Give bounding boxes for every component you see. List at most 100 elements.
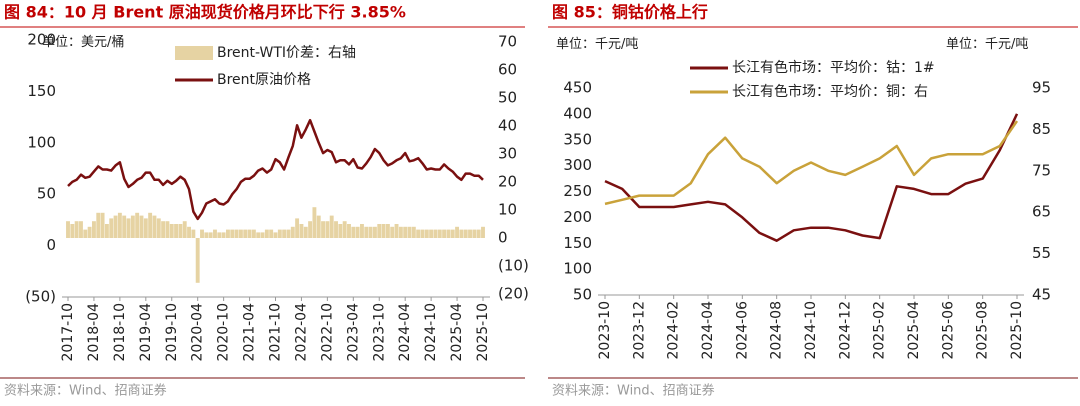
bar <box>230 229 235 238</box>
line <box>604 113 1019 242</box>
x-tick-label: 2025-02 <box>872 301 888 360</box>
x-tick-label: 2024-10 <box>803 301 819 360</box>
x-tick-label: 2022-04 <box>293 303 309 362</box>
bar <box>113 215 118 238</box>
bar <box>429 229 434 238</box>
x-tick-label: 2021-10 <box>268 303 284 362</box>
x-tick-label: 2023-12 <box>631 301 647 360</box>
bar <box>290 226 295 238</box>
x-tick-label: 2019-10 <box>164 303 180 362</box>
bar <box>191 229 196 238</box>
y2-tick-label: 55 <box>1032 244 1051 262</box>
bar <box>308 221 313 238</box>
y2-tick-label: 10 <box>498 201 517 219</box>
x-tick-label: 2025-06 <box>940 301 956 360</box>
bar <box>264 229 269 238</box>
bar <box>117 212 122 238</box>
bar <box>398 226 403 238</box>
y-tick-label: (50) <box>25 288 56 306</box>
bar <box>303 226 308 238</box>
bar <box>368 226 373 238</box>
bar <box>161 221 166 238</box>
y-tick-label: 350 <box>563 130 592 148</box>
bar <box>299 224 304 238</box>
bar <box>312 207 317 238</box>
y-tick-label: 450 <box>563 79 592 97</box>
bar <box>394 224 399 238</box>
bar <box>100 212 105 238</box>
y-tick-label: 200 <box>27 31 56 49</box>
bar <box>446 229 451 238</box>
bar <box>195 238 200 283</box>
y2-tick-label: 65 <box>1032 203 1051 221</box>
x-tick-label: 2024-02 <box>666 301 682 360</box>
bar <box>472 229 477 238</box>
y-tick-label: 300 <box>563 156 592 174</box>
source: 资料来源：Wind、招商证券 <box>4 383 167 399</box>
bar <box>66 221 70 238</box>
bar <box>381 224 386 238</box>
bar <box>360 224 364 238</box>
y2-tick-label: 40 <box>498 117 517 135</box>
x-tick-label: 2025-10 <box>475 303 491 362</box>
bar <box>187 226 191 238</box>
bar <box>342 221 347 238</box>
x-tick-label: 2023-10 <box>371 303 387 362</box>
x-tick-label: 2024-06 <box>734 301 750 360</box>
legend-label: Brent原油价格 <box>217 72 311 88</box>
x-tick-label: 2025-04 <box>449 303 465 362</box>
bar <box>407 226 412 238</box>
bar <box>338 224 343 238</box>
bar <box>104 224 109 238</box>
bar <box>459 229 464 238</box>
y-tick-label: 50 <box>37 185 56 203</box>
bar <box>204 232 209 238</box>
bar <box>372 226 377 238</box>
bar <box>152 215 157 238</box>
y-unit: 单位：美元/桶 <box>42 35 125 50</box>
bar <box>420 229 425 238</box>
y2-tick-label: 85 <box>1032 120 1051 138</box>
bar <box>433 229 438 238</box>
y-tick-label: 150 <box>27 82 56 100</box>
bar <box>442 229 447 238</box>
bar <box>122 215 127 238</box>
bar <box>243 229 248 238</box>
bar <box>455 226 460 238</box>
x-tick-label: 2024-12 <box>837 301 853 360</box>
y2-tick-label: 0 <box>498 229 508 247</box>
y-tick-label: 100 <box>563 260 592 278</box>
y2-tick-label: 50 <box>498 89 517 107</box>
bar <box>468 229 472 238</box>
bar <box>282 229 287 238</box>
y2-tick-label: 75 <box>1032 161 1051 179</box>
x-tick-label: 2019-04 <box>138 303 154 362</box>
bar <box>126 218 131 238</box>
legend-swatch <box>175 46 213 60</box>
y2-tick-label: 30 <box>498 145 517 163</box>
bar <box>377 224 382 238</box>
bar <box>178 224 183 238</box>
x-tick-label: 2018-04 <box>86 303 102 362</box>
bar <box>148 212 153 238</box>
bar <box>325 221 330 238</box>
bar <box>390 226 395 238</box>
x-tick-label: 2025-04 <box>906 301 922 360</box>
bar <box>424 229 429 238</box>
x-tick-label: 2017-10 <box>60 303 76 362</box>
bar <box>221 232 226 238</box>
y2-tick-label: 20 <box>498 173 517 191</box>
bar <box>437 229 442 238</box>
bar <box>169 224 174 238</box>
y-unit: 单位：千元/吨 <box>556 37 639 52</box>
bar <box>385 224 390 238</box>
bar <box>83 229 88 238</box>
bar <box>347 224 351 238</box>
bar <box>143 218 148 238</box>
y-tick-label: 100 <box>27 133 56 151</box>
source: 资料来源：Wind、招商证券 <box>552 383 715 399</box>
bar <box>269 229 274 238</box>
bar <box>329 215 334 238</box>
